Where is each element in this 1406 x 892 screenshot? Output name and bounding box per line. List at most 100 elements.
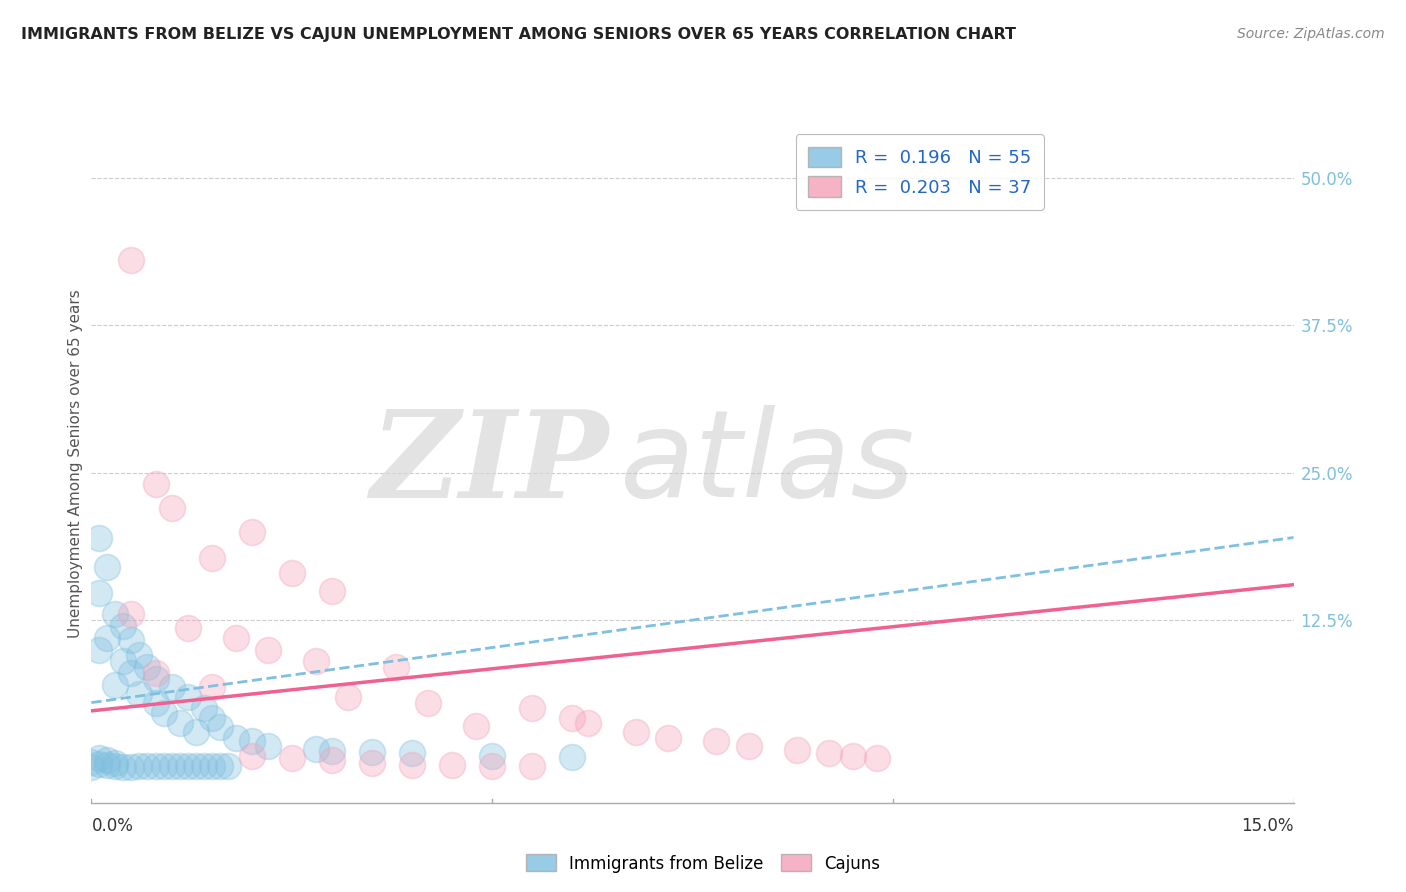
Point [89, 531, 111, 545]
Point [401, 746, 423, 760]
Point [321, 744, 343, 758]
Point [281, 751, 304, 765]
Point [240, 734, 263, 748]
Point [112, 654, 135, 668]
Point [481, 748, 503, 763]
Point [786, 743, 808, 757]
Point [160, 759, 183, 773]
Point [522, 701, 544, 715]
Point [561, 749, 583, 764]
Point [121, 666, 143, 681]
Point [217, 759, 239, 773]
Point [128, 759, 150, 773]
Point [104, 607, 127, 622]
Point [160, 680, 183, 694]
Point [145, 477, 167, 491]
Y-axis label: Unemployment Among Seniors over 65 years: Unemployment Among Seniors over 65 years [67, 290, 83, 638]
Point [256, 739, 278, 754]
Point [817, 746, 839, 760]
Point [136, 660, 159, 674]
Point [360, 745, 382, 759]
Text: ZIP: ZIP [370, 405, 609, 523]
Point [626, 725, 648, 739]
Point [360, 756, 382, 770]
Text: 15.0%: 15.0% [1241, 817, 1294, 835]
Point [145, 672, 167, 686]
Point [145, 759, 167, 773]
Point [104, 759, 127, 773]
Point [184, 725, 207, 739]
Point [136, 759, 159, 773]
Point [176, 759, 198, 773]
Point [104, 756, 127, 770]
Point [281, 566, 304, 580]
Point [201, 759, 224, 773]
Point [80, 760, 103, 774]
Point [201, 680, 224, 694]
Point [465, 719, 488, 733]
Point [841, 748, 863, 763]
Point [89, 751, 111, 765]
Point [128, 687, 150, 701]
Point [80, 755, 103, 769]
Text: Source: ZipAtlas.com: Source: ZipAtlas.com [1237, 27, 1385, 41]
Point [96, 753, 118, 767]
Point [96, 560, 118, 574]
Point [225, 731, 247, 745]
Legend: Immigrants from Belize, Cajuns: Immigrants from Belize, Cajuns [519, 847, 887, 880]
Point [240, 524, 263, 539]
Point [193, 759, 215, 773]
Text: 0.0%: 0.0% [91, 817, 134, 835]
Point [416, 696, 439, 710]
Point [89, 642, 111, 657]
Point [657, 731, 679, 745]
Point [96, 631, 118, 645]
Point [321, 583, 343, 598]
Point [201, 711, 224, 725]
Point [89, 586, 111, 600]
Point [201, 550, 224, 565]
Point [737, 739, 759, 754]
Point [706, 734, 728, 748]
Point [176, 690, 198, 704]
Point [145, 696, 167, 710]
Point [208, 759, 231, 773]
Point [176, 621, 198, 635]
Point [336, 690, 359, 704]
Point [240, 748, 263, 763]
Point [225, 631, 247, 645]
Point [305, 654, 328, 668]
Point [401, 758, 423, 772]
Point [112, 619, 135, 633]
Point [321, 753, 343, 767]
Point [89, 756, 111, 771]
Point [305, 741, 328, 756]
Point [385, 660, 408, 674]
Point [160, 501, 183, 516]
Point [169, 715, 191, 730]
Point [169, 759, 191, 773]
Point [152, 759, 174, 773]
Point [121, 253, 143, 268]
Legend: R =  0.196   N = 55, R =  0.203   N = 37: R = 0.196 N = 55, R = 0.203 N = 37 [796, 134, 1045, 210]
Point [128, 648, 150, 663]
Point [96, 758, 118, 772]
Point [112, 760, 135, 774]
Point [440, 758, 463, 772]
Point [561, 711, 583, 725]
Point [481, 759, 503, 773]
Point [208, 720, 231, 734]
Point [121, 607, 143, 622]
Point [184, 759, 207, 773]
Point [104, 678, 127, 692]
Point [121, 633, 143, 648]
Text: atlas: atlas [620, 405, 915, 523]
Point [522, 759, 544, 773]
Point [866, 751, 889, 765]
Text: IMMIGRANTS FROM BELIZE VS CAJUN UNEMPLOYMENT AMONG SENIORS OVER 65 YEARS CORRELA: IMMIGRANTS FROM BELIZE VS CAJUN UNEMPLOY… [21, 27, 1017, 42]
Point [193, 701, 215, 715]
Point [152, 706, 174, 721]
Point [576, 715, 599, 730]
Point [256, 642, 278, 657]
Point [145, 666, 167, 681]
